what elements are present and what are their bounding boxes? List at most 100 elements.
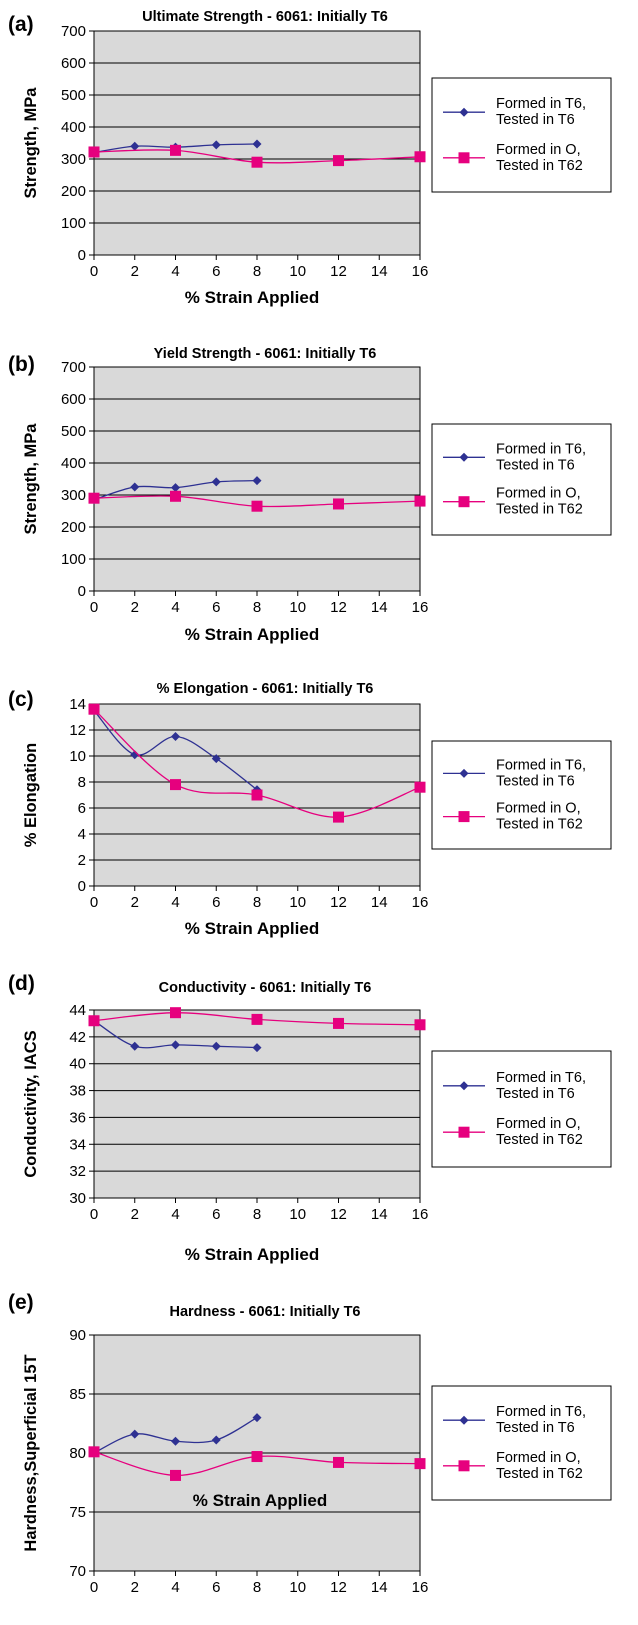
legend-entry-line: Formed in O,	[496, 1116, 581, 1132]
data-point-series-2	[333, 155, 344, 167]
y-tick-label: 14	[69, 696, 86, 713]
legend-entry-line: Tested in T62	[496, 158, 583, 174]
legend-entry-1: Formed in T6, Tested in T6	[496, 441, 586, 473]
y-axis-label: Strength, MPa	[22, 423, 40, 535]
data-point-series-2	[88, 146, 100, 158]
y-tick-label: 300	[61, 487, 86, 504]
y-tick-label: 100	[61, 215, 86, 232]
legend-entry-line: Formed in O,	[496, 801, 581, 817]
legend-box	[431, 740, 612, 850]
y-tick-label: 500	[61, 423, 86, 440]
legend-box	[431, 1385, 612, 1501]
data-point-series-2	[251, 156, 263, 168]
data-point-series-1	[130, 141, 140, 151]
x-tick-label: 6	[212, 599, 220, 616]
x-tick-label: 0	[90, 894, 98, 911]
data-point-series-2	[170, 490, 181, 502]
x-tick-label: 14	[371, 1206, 388, 1223]
data-point-series-2	[251, 1451, 263, 1463]
y-tick-label: 10	[69, 748, 86, 765]
legend-entry-line: Formed in T6,	[496, 441, 586, 457]
y-tick-label: 300	[61, 151, 86, 168]
data-point-series-1	[130, 1429, 140, 1439]
y-tick-label: 600	[61, 391, 86, 408]
x-tick-label: 4	[171, 599, 179, 616]
x-tick-label: 12	[330, 894, 347, 911]
x-tick-label: 0	[90, 263, 98, 280]
y-tick-label: 70	[69, 1563, 86, 1580]
data-point-series-2	[414, 151, 426, 163]
y-tick-label: 32	[69, 1163, 86, 1180]
legend-entry-line: Tested in T6	[496, 773, 575, 789]
x-tick-label: 16	[412, 263, 429, 280]
data-point-series-1	[211, 1041, 221, 1051]
y-tick-label: 2	[78, 852, 86, 869]
y-tick-label: 75	[69, 1504, 86, 1521]
data-point-series-1	[130, 750, 140, 760]
legend-entry-2: Formed in O, Tested in T62	[496, 486, 583, 518]
y-axis-label: Strength, MPa	[22, 87, 40, 199]
y-axis-label: % Elongation	[22, 743, 40, 848]
x-axis-label: % Strain Applied	[185, 919, 319, 938]
y-tick-label: 700	[61, 359, 86, 376]
data-point-series-2	[170, 144, 181, 156]
legend-entry-1: Formed in T6, Tested in T6	[496, 757, 586, 789]
y-tick-label: 400	[61, 119, 86, 136]
x-tick-label: 12	[330, 599, 347, 616]
y-tick-label: 8	[78, 774, 86, 791]
data-point-series-2	[414, 1458, 426, 1470]
x-tick-label: 4	[171, 894, 179, 911]
panel-label: (d)	[8, 972, 35, 995]
data-point-series-1	[130, 1041, 140, 1051]
y-tick-label: 0	[78, 247, 86, 264]
y-tick-label: 200	[61, 519, 86, 536]
legend-entry-line: Formed in T6,	[496, 1404, 586, 1420]
x-tick-label: 12	[330, 1579, 347, 1596]
y-tick-label: 4	[78, 826, 86, 843]
x-tick-label: 16	[412, 894, 429, 911]
data-point-series-2	[170, 1007, 181, 1019]
data-point-series-2	[414, 781, 426, 793]
x-tick-label: 2	[131, 599, 139, 616]
legend-entry-line: Formed in O,	[496, 142, 581, 158]
legend-swatch-marker	[459, 1081, 469, 1091]
legend-entry-line: Tested in T6	[496, 112, 575, 128]
chart-title: % Elongation - 6061: Initially T6	[157, 681, 374, 697]
data-point-series-2	[333, 498, 344, 510]
x-tick-label: 2	[131, 894, 139, 911]
y-tick-label: 500	[61, 87, 86, 104]
y-tick-label: 0	[78, 878, 86, 895]
plot-area	[93, 1009, 421, 1199]
x-tick-label: 6	[212, 1206, 220, 1223]
data-point-series-2	[170, 779, 181, 791]
x-tick-label: 2	[131, 263, 139, 280]
legend-swatch-marker	[458, 811, 470, 823]
data-point-series-1	[211, 477, 221, 487]
legend-swatch-marker	[459, 107, 469, 117]
x-tick-label: 4	[171, 263, 179, 280]
legend-entry-1: Formed in T6, Tested in T6	[496, 1404, 586, 1436]
x-tick-label: 10	[289, 263, 306, 280]
legend-entry-1: Formed in T6, Tested in T6	[496, 96, 586, 128]
x-tick-label: 10	[289, 599, 306, 616]
x-tick-label: 12	[330, 263, 347, 280]
data-point-series-1	[252, 139, 262, 149]
data-point-series-2	[333, 1017, 344, 1029]
panel-label: (b)	[8, 353, 35, 376]
data-point-series-1	[252, 1413, 262, 1423]
y-tick-label: 40	[69, 1056, 86, 1073]
data-point-series-1	[252, 476, 262, 486]
legend-entry-1: Formed in T6, Tested in T6	[496, 1070, 586, 1102]
y-tick-label: 0	[78, 583, 86, 600]
y-tick-label: 90	[69, 1327, 86, 1344]
panel-label: (c)	[8, 688, 34, 711]
chart-4: (d) 30 32 34 36 38 40 42 44 0 2 4 6 8 10 12 14 16 Conducti…	[8, 972, 612, 1264]
data-point-series-2	[88, 492, 100, 504]
legend-entry-line: Tested in T6	[496, 1420, 575, 1436]
x-tick-label: 16	[412, 1206, 429, 1223]
legend-entry-2: Formed in O, Tested in T62	[496, 1116, 583, 1148]
legend-entry-line: Tested in T62	[496, 1466, 583, 1482]
y-tick-label: 85	[69, 1386, 86, 1403]
y-tick-label: 34	[69, 1136, 86, 1153]
